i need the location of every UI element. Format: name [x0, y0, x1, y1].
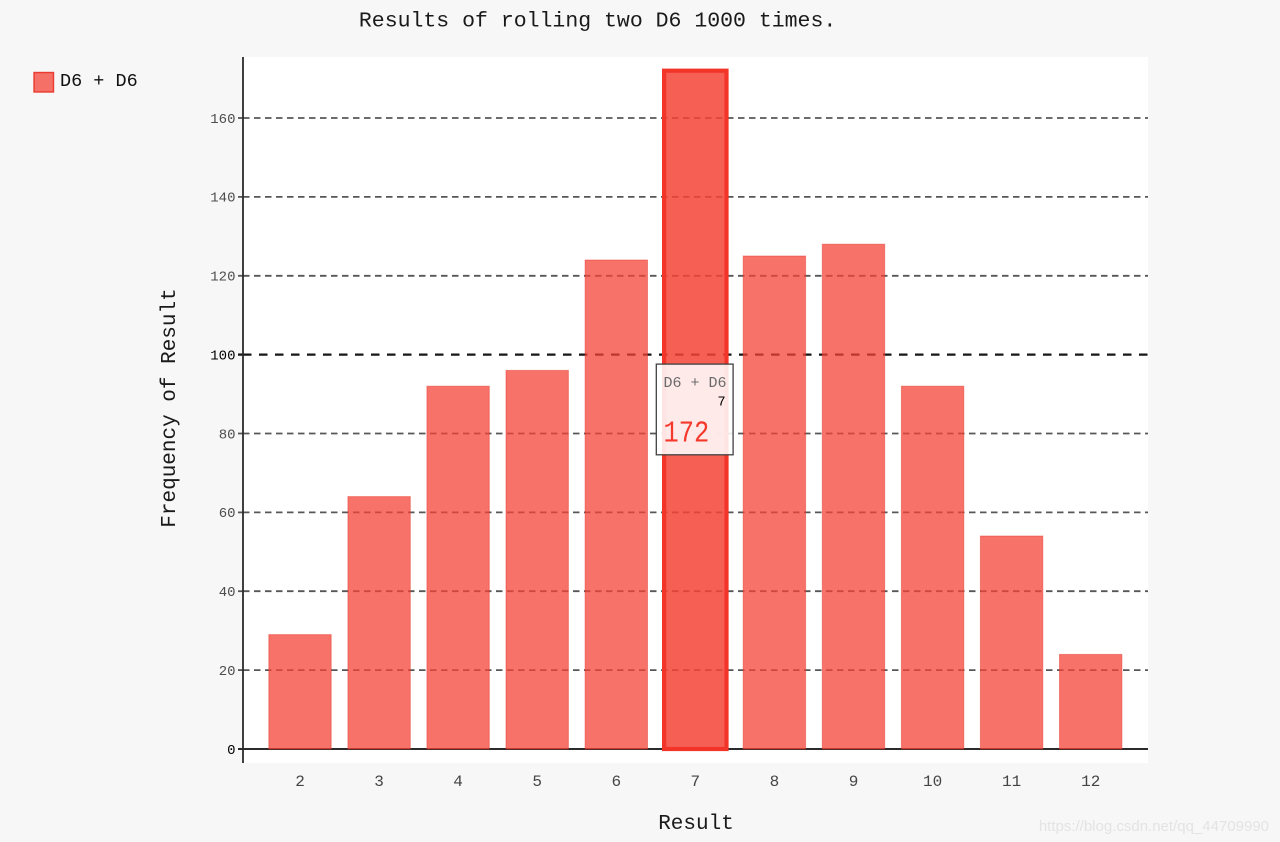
- svg-text:Results of rolling two D6 1000: Results of rolling two D6 1000 times.: [359, 10, 836, 34]
- svg-text:140: 140: [210, 191, 235, 207]
- svg-text:60: 60: [219, 506, 236, 522]
- svg-text:6: 6: [611, 773, 621, 791]
- svg-text:80: 80: [219, 427, 236, 443]
- svg-text:120: 120: [210, 270, 235, 286]
- svg-text:160: 160: [210, 112, 235, 128]
- svg-text:8: 8: [770, 773, 780, 791]
- svg-text:0: 0: [227, 743, 235, 759]
- svg-text:2: 2: [295, 773, 305, 791]
- svg-text:https://blog.csdn.net/qq_44709: https://blog.csdn.net/qq_44709990: [1039, 818, 1269, 835]
- svg-text:100: 100: [210, 348, 235, 364]
- svg-text:5: 5: [532, 773, 542, 791]
- svg-text:Result: Result: [658, 813, 734, 836]
- svg-text:11: 11: [1002, 773, 1021, 791]
- svg-text:20: 20: [219, 664, 236, 680]
- svg-text:7: 7: [690, 773, 700, 791]
- svg-text:40: 40: [219, 585, 236, 601]
- svg-text:172: 172: [664, 415, 710, 451]
- svg-text:4: 4: [453, 773, 463, 791]
- svg-text:Frequency of Result: Frequency of Result: [159, 288, 182, 527]
- svg-text:10: 10: [923, 773, 942, 791]
- svg-text:12: 12: [1081, 773, 1100, 791]
- svg-text:D6 + D6: D6 + D6: [60, 71, 138, 92]
- svg-text:D6 + D6: D6 + D6: [664, 375, 727, 392]
- svg-text:3: 3: [374, 773, 384, 791]
- svg-text:9: 9: [849, 773, 859, 791]
- svg-text:7: 7: [717, 396, 725, 411]
